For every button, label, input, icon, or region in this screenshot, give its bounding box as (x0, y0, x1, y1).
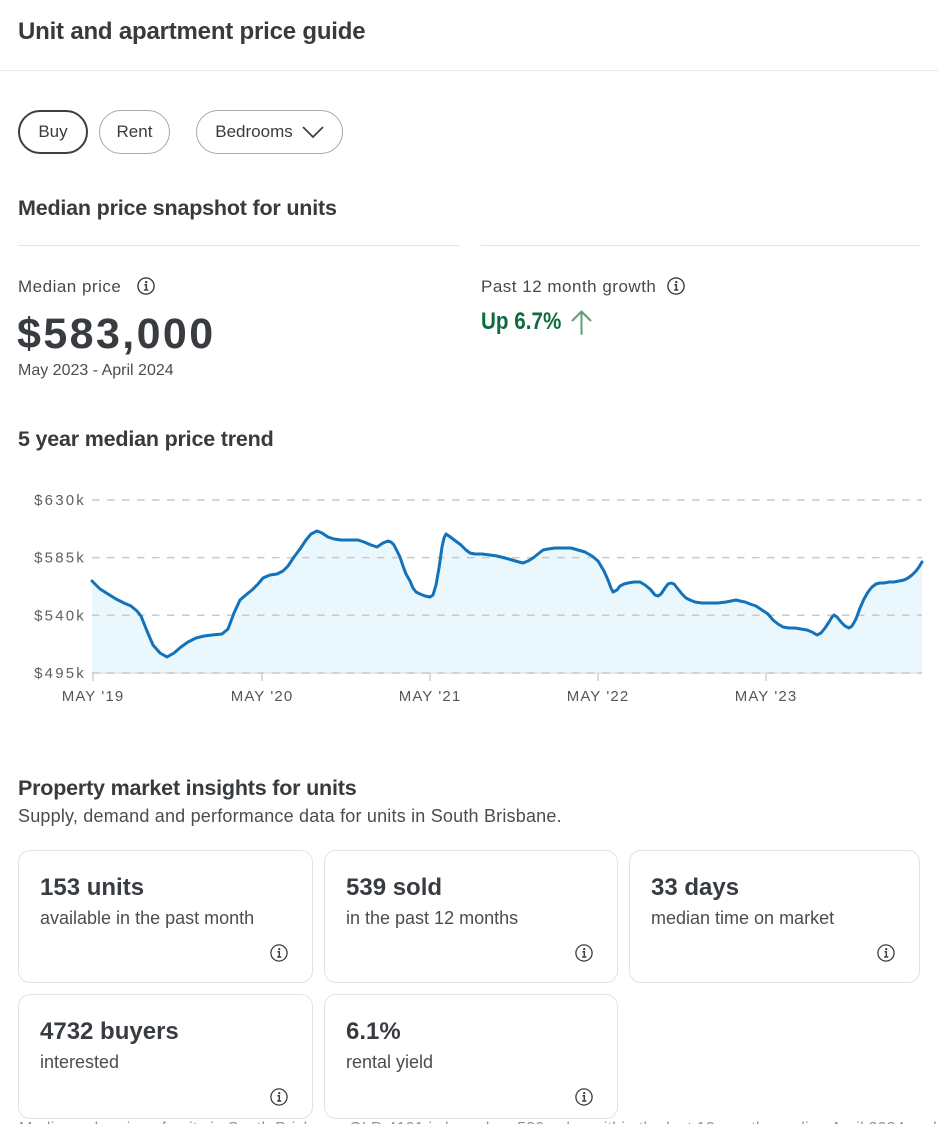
svg-text:MAY '23: MAY '23 (735, 688, 798, 705)
svg-text:$495k: $495k (34, 665, 86, 682)
svg-text:MAY '22: MAY '22 (567, 688, 630, 705)
svg-text:MAY '19: MAY '19 (62, 688, 125, 705)
svg-text:$540k: $540k (34, 607, 86, 624)
svg-text:MAY '21: MAY '21 (399, 688, 462, 705)
svg-text:$630k: $630k (34, 492, 86, 509)
svg-text:MAY '20: MAY '20 (231, 688, 294, 705)
svg-text:$585k: $585k (34, 550, 86, 567)
